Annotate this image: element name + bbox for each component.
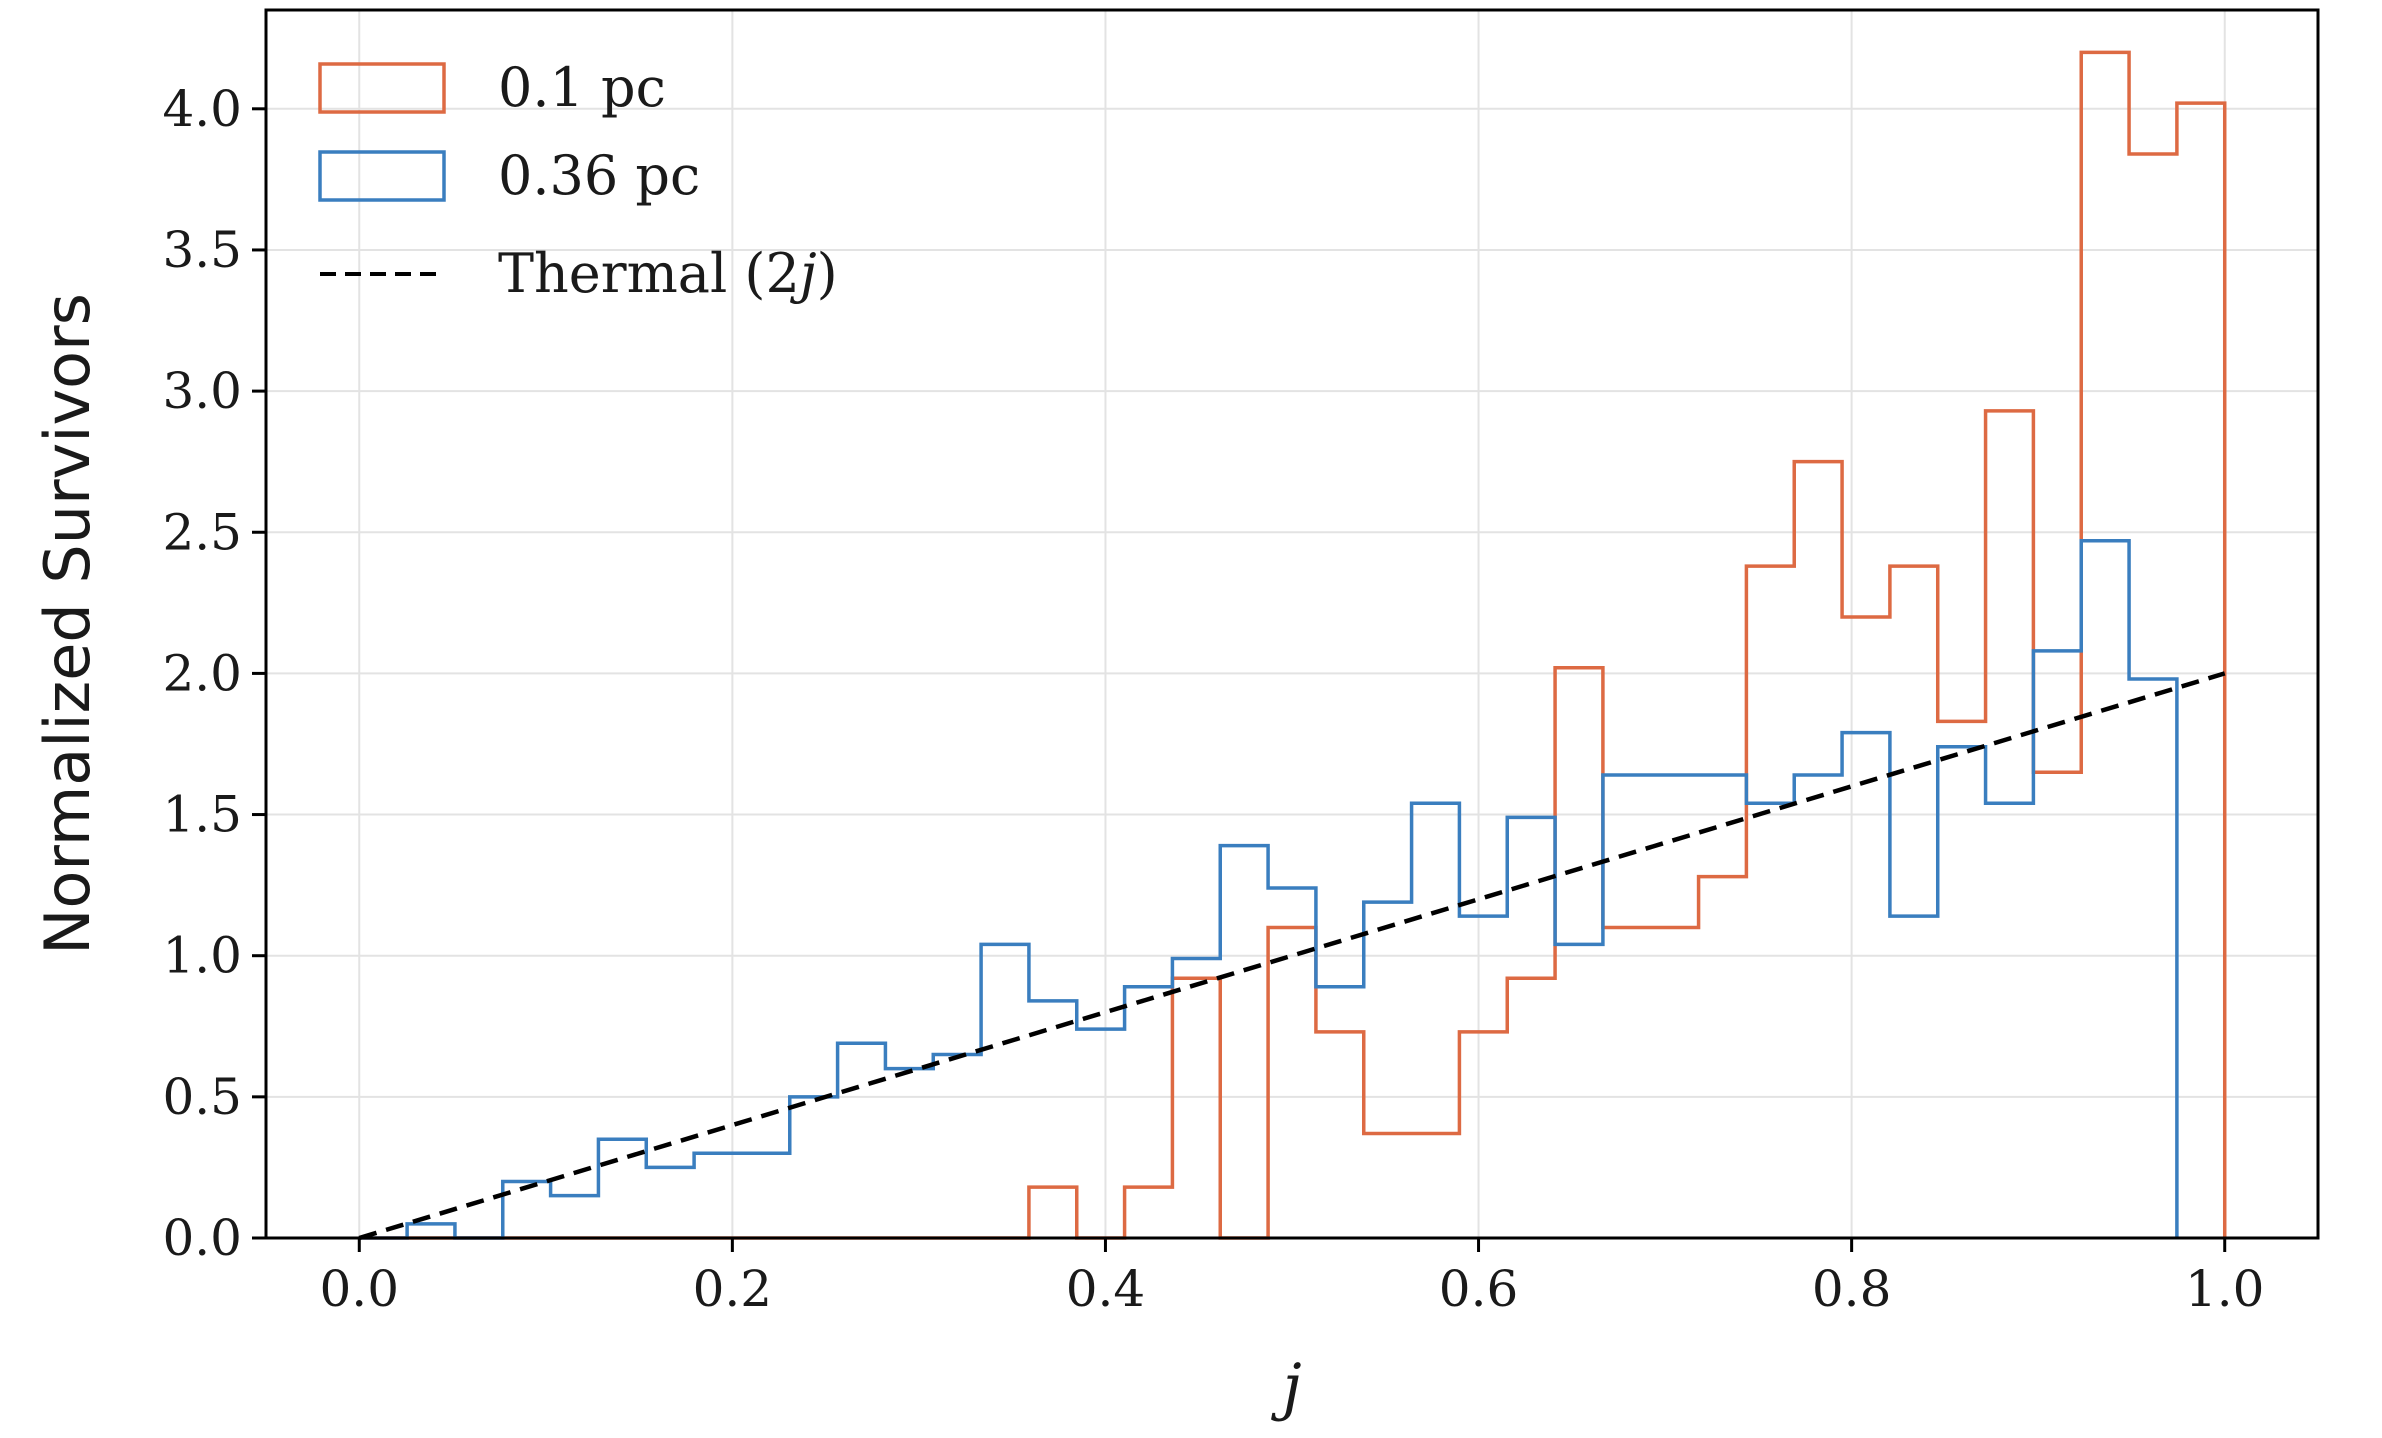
series-0-bin-38 [2177, 103, 2225, 1238]
series-1-bin-29 [1746, 803, 1794, 1238]
y-tick-label-1: 0.5 [162, 1068, 242, 1126]
y-tick-label-6: 3.0 [162, 362, 242, 420]
series-1-bin-25 [1555, 944, 1603, 1238]
series-1-bin-37 [2129, 679, 2177, 1238]
grid-lines [266, 10, 2318, 1239]
series-1-bin-14 [1029, 1001, 1077, 1238]
y-tick-label-7: 3.5 [162, 221, 242, 279]
series-1-group [359, 538, 2179, 1240]
legend-swatch-0-1-pc [318, 62, 446, 114]
series-1-bin-18 [1220, 846, 1268, 1238]
x-tick-label-5: 1.0 [2185, 1260, 2265, 1318]
series-1-bin-22 [1412, 803, 1460, 1238]
series-1-bin-30 [1794, 775, 1842, 1238]
x-tick-label-0: 0.0 [320, 1260, 400, 1318]
series-1-bin-19 [1268, 888, 1316, 1238]
series-1-bin-17 [1172, 959, 1220, 1238]
series-1-bin-4 [551, 1196, 599, 1238]
series-1-bin-32 [1890, 916, 1938, 1238]
legend-label-0-1-pc: 0.1 pc [498, 56, 666, 119]
series-1-bin-8 [742, 1153, 790, 1238]
series-1-bin-23 [1459, 916, 1507, 1238]
y-tick-label-5: 2.5 [162, 503, 242, 561]
series-1-bin-15 [1077, 1029, 1125, 1238]
legend: 0.1 pc 0.36 pc Thermal (2j) [318, 56, 838, 305]
y-tick-label-3: 1.5 [162, 786, 242, 844]
series-1-bin-9 [790, 1097, 838, 1238]
series-1-bin-20 [1316, 987, 1364, 1238]
series-1-bin-36 [2081, 541, 2129, 1238]
series-1-outline [359, 538, 2179, 1240]
x-tick-label-2: 0.4 [1066, 1260, 1146, 1318]
legend-thermal-prefix: Thermal (2 [498, 242, 800, 305]
series-1-bin-31 [1842, 733, 1890, 1238]
x-tick-label-1: 0.2 [693, 1260, 773, 1318]
series-1-bin-34 [1986, 803, 2034, 1238]
y-tick-label-2: 1.0 [162, 927, 242, 985]
series-1-bin-1 [407, 1224, 455, 1238]
series-1-bin-11 [885, 1069, 933, 1238]
legend-swatch-0-36-pc [318, 150, 446, 202]
y-axis-label: Normalized Survivors [31, 293, 104, 955]
legend-label-0-36-pc: 0.36 pc [498, 144, 700, 207]
series-1-bin-35 [2033, 651, 2081, 1238]
series-1-bin-10 [838, 1043, 886, 1238]
series-1-bin-7 [694, 1153, 742, 1238]
y-tick-label-0: 0.0 [162, 1209, 242, 1267]
series-1-bin-13 [981, 944, 1029, 1238]
legend-label-thermal: Thermal (2j) [498, 242, 838, 305]
series-1-bin-12 [933, 1055, 981, 1238]
legend-thermal-suffix: ) [817, 242, 838, 305]
series-1-bin-28 [1699, 775, 1747, 1238]
y-tick-label-4: 2.0 [162, 644, 242, 702]
y-tick-label-8: 4.0 [162, 80, 242, 138]
series-1-bin-16 [1125, 987, 1173, 1238]
x-tick-label-4: 0.8 [1812, 1260, 1892, 1318]
axis-ticks: 0.0 0.2 0.4 0.6 0.8 1.0 0.0 0.5 1.0 1.5 2.0 2.5 3.0 3… [162, 80, 2264, 1318]
series-1-bin-33 [1938, 747, 1986, 1238]
series-1-bin-6 [646, 1167, 694, 1238]
x-tick-label-3: 0.6 [1439, 1260, 1519, 1318]
plot-frame [264, 8, 2320, 1240]
series-1-bin-26 [1603, 775, 1651, 1238]
thermal-line [358, 671, 2226, 1241]
series-1-bin-21 [1364, 902, 1412, 1238]
series-1-bin-3 [503, 1182, 551, 1238]
